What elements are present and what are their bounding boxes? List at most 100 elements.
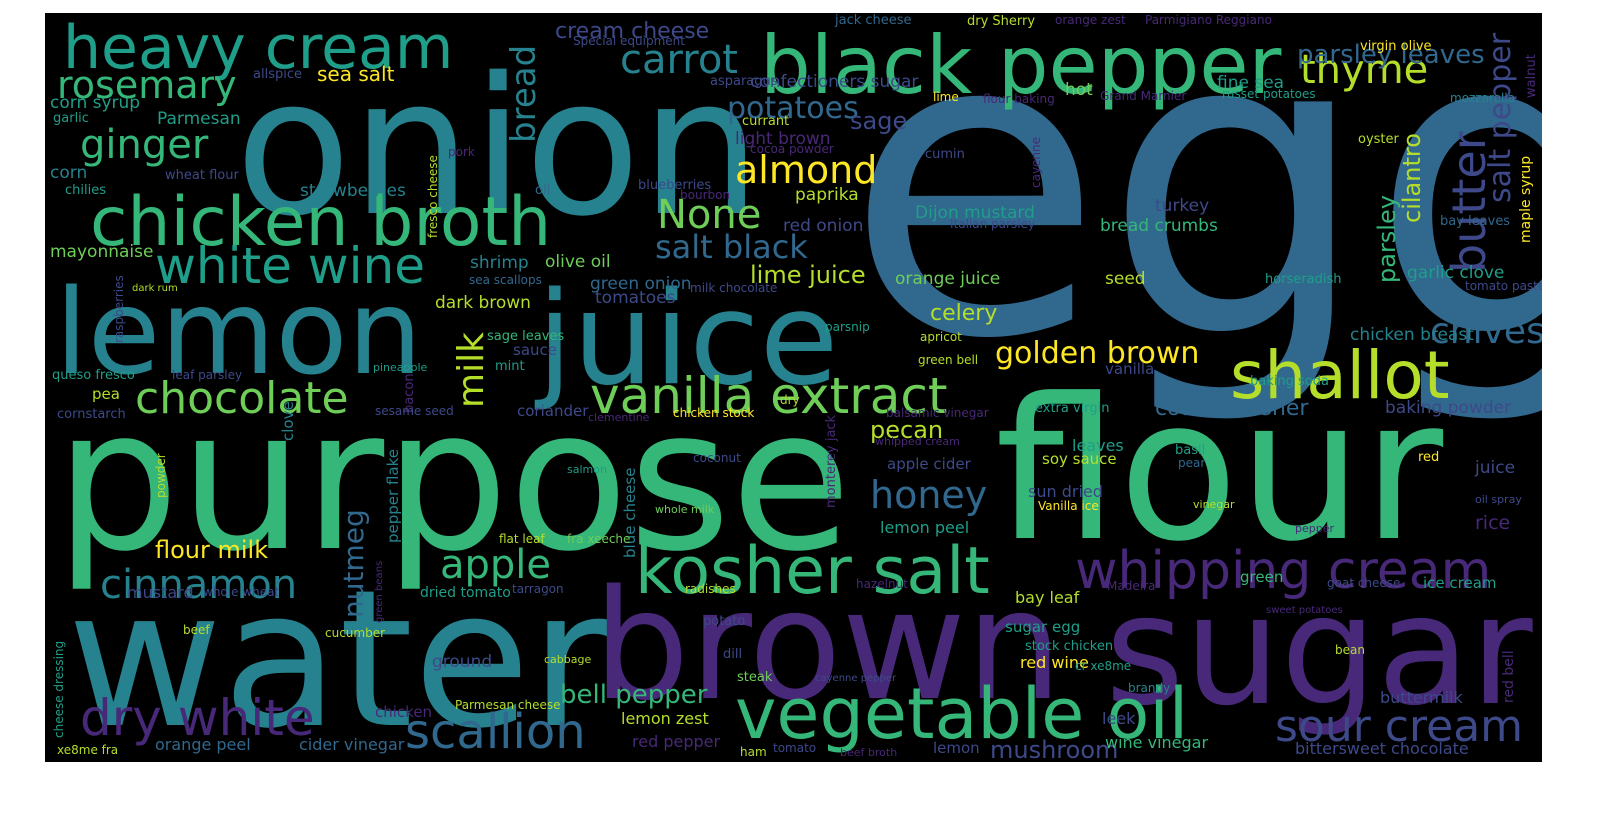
word-maple-syrup: maple syrup [1518,156,1534,243]
word-chilies: chilies [65,183,106,198]
word-vinegar: vinegar [1193,498,1235,511]
word-white-wine: white wine [155,237,425,295]
word-tomato-paste: tomato paste [1465,279,1542,293]
word-red: red [1418,450,1439,465]
word-horseradish: horseradish [1265,272,1342,287]
word-virgin-olive: virgin olive [1360,39,1432,54]
word-parsley: parsley [1373,195,1401,283]
word-mushroom: mushroom [990,736,1118,762]
word-sauce: sauce [513,341,557,359]
word-bittersweet-chocolate: bittersweet chocolate [1295,739,1469,758]
word-cilantro: cilantro [1398,133,1426,223]
word-vanilla-extract: vanilla extract [590,367,948,425]
word-almond: almond [735,148,877,192]
word-wheat-flour: wheat flour [165,168,239,183]
word-oyster: oyster [1358,132,1400,147]
word-cloud-canvas: egg onion purpose flour water lemon juice brown… [45,13,1542,762]
word-bread: bread [504,45,544,143]
word-whipping-cream: whipping cream [1075,541,1491,601]
word-confectioners-sugar: confectioners sugar [750,72,918,92]
word-parmesan: Parmesan [157,109,241,129]
word-ground: ground [432,652,492,672]
word-thyme: thyme [1300,47,1428,93]
word-bean: bean [1335,643,1365,657]
word-sesame-seed: sesame seed [375,404,454,418]
word-red-wine: red wine [1020,653,1089,672]
word-parsnip: parsnip [825,320,870,334]
word-ham: ham [740,745,767,759]
word-monterey-jack: monterey jack [824,414,839,508]
word-sun-dried: sun dried [1028,482,1103,501]
word-bourbon: bourbon [680,188,730,202]
word-allspice: allspice [253,67,302,82]
word-light-brown: light brown [735,129,831,149]
word-baking-soda: baking soda [1250,374,1329,389]
word-basil: basil [1175,443,1205,458]
word-pecan: pecan [870,416,943,444]
word-celery: celery [930,301,997,326]
word-shallot: shallot [1230,337,1450,414]
word-potatoes: potatoes [727,91,859,126]
word-blue-cheese: blue cheese [621,468,639,558]
word-salt-black: salt black [655,228,808,266]
word-cream-cheese: cream cheese [555,19,709,44]
word-blueberries: blueberries [638,178,711,193]
word-lime: lime [933,90,959,104]
word-cornstarch: cornstarch [57,407,126,422]
word-powder: powder [154,453,168,498]
word-cloud-svg: egg onion purpose flour water lemon juice brown… [50,13,1542,762]
word-stock-chicken: stock chicken [1025,639,1113,654]
word-balsamic-vinegar: balsamic vinegar [886,406,989,420]
word-orange-zest: orange zest [1055,13,1126,27]
word-none: None [657,192,761,238]
word-egg: egg [845,13,1542,431]
word-green-beans: green beans [374,561,385,623]
word-flour: flour [995,357,1444,585]
word-rice: rice [1475,512,1510,534]
word-bay-leaf: bay leaf [1015,588,1080,607]
word-lemon: lemon [933,739,980,757]
word-mayonnaise: mayonnaise [50,242,153,262]
word-oil-spray: oil spray [1475,493,1522,506]
word-green: green [1240,568,1283,586]
word-mustard: mustard [127,583,194,602]
word-cayenne: cayenne [1029,137,1043,188]
word-parmesan-cheese: Parmesan cheese [455,698,560,712]
word-chicken-breast: chicken breast [1350,325,1474,345]
word-lime-juice: lime juice [750,261,866,289]
word-pepper: pepper [1295,522,1334,535]
word-butter: butter [1442,131,1496,273]
word-cinnamon: cinnamon [100,562,297,608]
word-bell-pepper: bell pepper [560,680,708,710]
word-salmon: salmon [567,463,607,476]
word-steak: steak [737,670,773,685]
word-cayenne-pepper: cayenne pepper [815,673,897,684]
word-juice: juice [534,265,838,414]
word-coarse-kosher: coarse kosher [1155,396,1309,421]
word-beef: beef [183,623,210,637]
word-sugar: sugar [1105,562,1533,739]
word-scallion: scallion [405,704,586,760]
word-flour-baking: flour baking [983,92,1055,106]
word-sea-scallops: sea scallops [469,273,542,287]
word-coconut: coconut [693,451,741,465]
word-sugar-egg: sugar egg [1005,618,1080,636]
word-pork: pork [448,145,475,159]
word-hazelnut: hazelnut [856,577,908,591]
word-mint: mint [495,359,525,374]
word-xe8me-fra: xe8me fra [57,743,118,757]
word-apricot: apricot [920,330,962,344]
word-pepper-flake: pepper flake [384,449,402,543]
word-soy-sauce: soy sauce [1042,450,1117,468]
word-nutmeg: nutmeg [337,509,370,618]
word-oil: oil [535,183,550,198]
word-cumin: cumin [925,147,965,162]
word-bay-leaves: bay leaves [1440,214,1510,229]
word-extra-virgin: extra virgin [1035,401,1110,416]
word-paprika: paprika [795,185,859,205]
word-bread-crumbs: bread crumbs [1100,216,1218,236]
word-whipped-cream: whipped cream [875,435,960,448]
word-lemon-zest: lemon zest [621,709,709,728]
word-tarragon: tarragon [512,582,564,596]
word-ginger: ginger [80,122,209,168]
